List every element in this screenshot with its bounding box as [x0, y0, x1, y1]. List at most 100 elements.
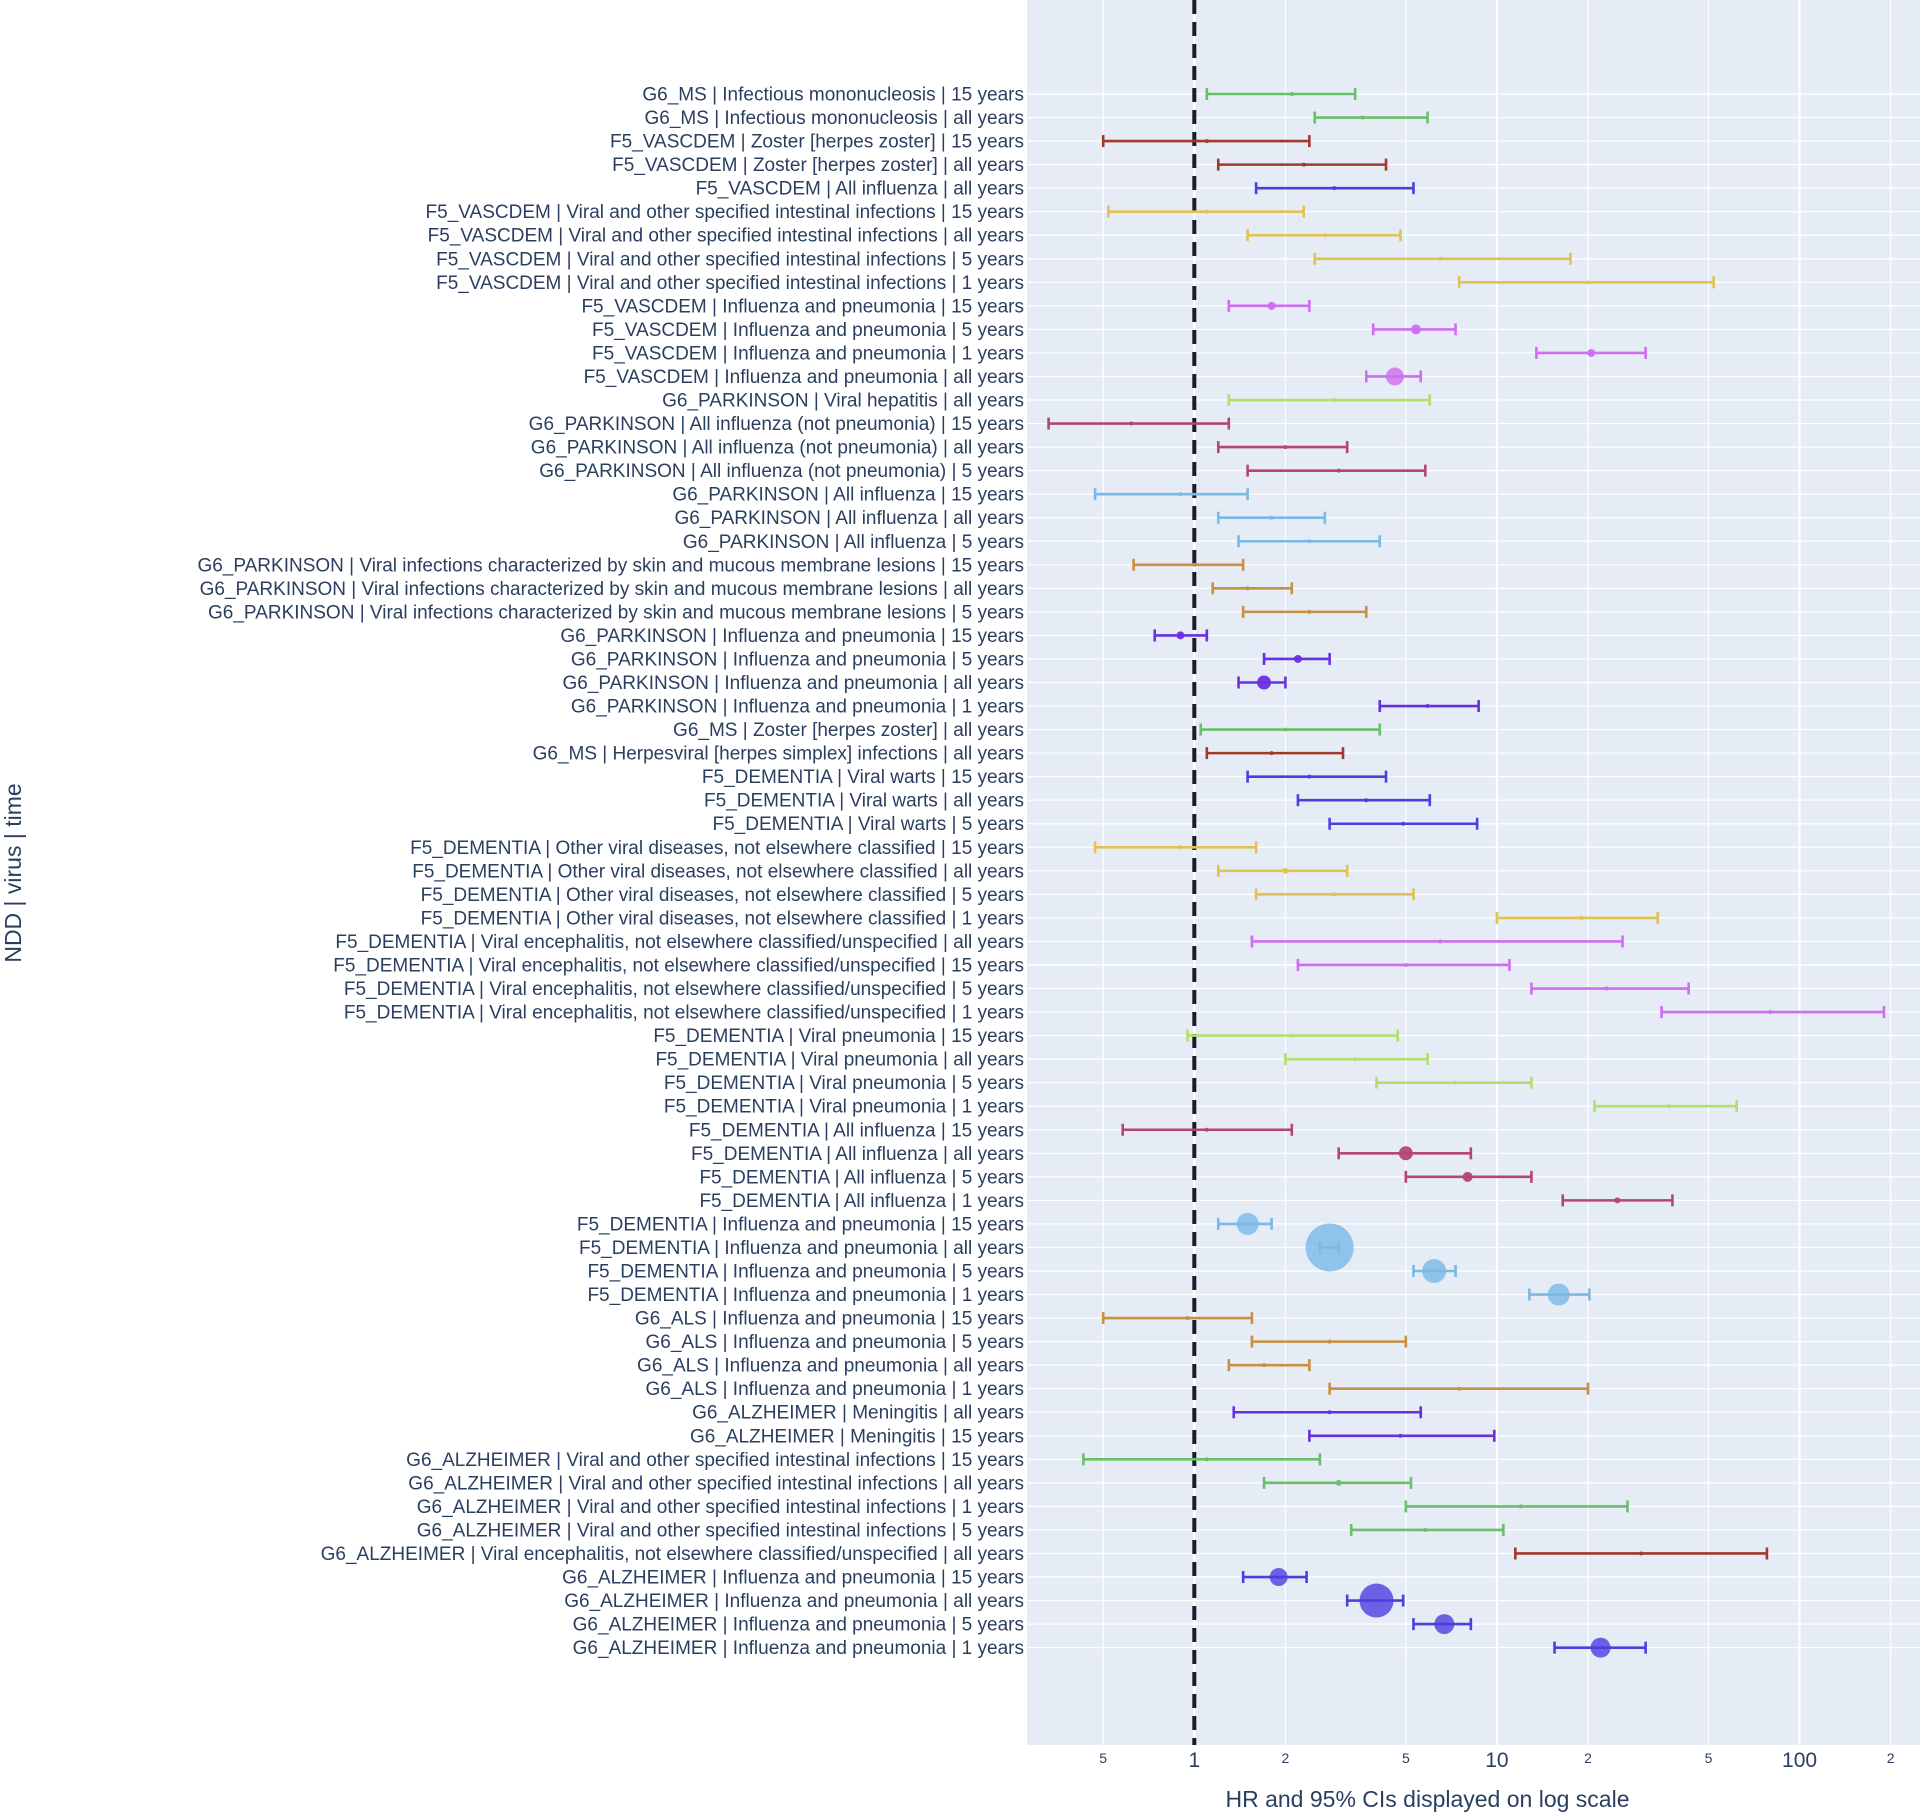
y-tick-label: F5_DEMENTIA | Other viral diseases, not … — [412, 861, 1024, 882]
hr-point — [1204, 1457, 1209, 1462]
hr-point — [1360, 115, 1365, 120]
ci-row — [1216, 158, 1388, 171]
y-tick-label: G6_PARKINSON | Influenza and pneumonia |… — [571, 649, 1024, 670]
ci-row — [1412, 1614, 1473, 1635]
y-tick-label: F5_DEMENTIA | Influenza and pneumonia | … — [587, 1285, 1024, 1306]
ci-row — [1199, 723, 1382, 736]
ci-row — [1337, 1146, 1473, 1161]
x-minor-tick-label: 5 — [1402, 1750, 1410, 1766]
y-tick-label: G6_PARKINSON | All influenza | 15 years — [672, 485, 1024, 506]
y-tick-label: F5_DEMENTIA | Viral pneumonia | all year… — [655, 1050, 1024, 1071]
hr-point — [1204, 139, 1209, 144]
ci-row — [1660, 1006, 1886, 1019]
hr-point — [1307, 609, 1312, 614]
ci-row — [1227, 1359, 1311, 1372]
y-tick-label: F5_DEMENTIA | Influenza and pneumonia | … — [579, 1238, 1024, 1259]
y-tick-label: G6_ALS | Influenza and pneumonia | 5 yea… — [645, 1332, 1024, 1353]
hr-point — [1289, 1033, 1294, 1038]
y-tick-label: G6_PARKINSON | All influenza (not pneumo… — [529, 414, 1024, 435]
ci-row — [1227, 394, 1432, 407]
y-tick-label: F5_DEMENTIA | All influenza | 5 years — [699, 1167, 1024, 1188]
ci-row — [1216, 511, 1327, 524]
y-tick-label: G6_PARKINSON | All influenza (not pneumo… — [539, 461, 1024, 482]
y-tick-label: F5_VASCDEM | Influenza and pneumonia | 1… — [581, 296, 1024, 317]
hr-point — [1283, 727, 1288, 732]
ci-row — [1535, 346, 1647, 359]
ci-row — [1237, 675, 1287, 690]
ci-row — [1593, 1100, 1739, 1113]
y-tick-label: F5_DEMENTIA | Viral pneumonia | 5 years — [664, 1073, 1024, 1094]
x-tick-label: 100 — [1782, 1749, 1817, 1772]
ci-row — [1093, 488, 1249, 501]
hr-point — [1262, 1363, 1267, 1368]
hr-point — [1176, 631, 1185, 640]
ci-row — [1328, 1382, 1590, 1395]
ci-row — [1378, 700, 1480, 713]
ci-row — [1132, 558, 1245, 571]
y-tick-label: F5_DEMENTIA | Viral encephalitis, not el… — [335, 932, 1024, 953]
hr-point — [1398, 1146, 1413, 1161]
ci-row — [1082, 1453, 1322, 1466]
y-tick-label: G6_ALS | Influenza and pneumonia | 1 yea… — [645, 1379, 1024, 1400]
hr-point — [1257, 675, 1272, 690]
hr-point — [1768, 1010, 1773, 1015]
hr-point — [1178, 845, 1183, 850]
y-tick-label: F5_VASCDEM | Zoster [herpes zoster] | al… — [612, 155, 1024, 176]
y-tick-label: G6_PARKINSON | All influenza | all years — [674, 508, 1024, 529]
y-tick-label: G6_PARKINSON | Viral infections characte… — [197, 555, 1024, 576]
hr-point — [1410, 324, 1421, 335]
hr-point — [1129, 421, 1134, 426]
y-tick-label: G6_PARKINSON | Influenza and pneumonia |… — [562, 673, 1024, 694]
hr-point — [1336, 468, 1341, 473]
ci-row — [1530, 982, 1690, 995]
y-tick-labels: G6_MS | Infectious mononucleosis | 15 ye… — [197, 85, 1024, 1660]
hr-point — [1269, 1568, 1288, 1587]
y-tick-label: G6_ALZHEIMER | Viral and other specified… — [417, 1497, 1024, 1518]
hr-point — [1385, 367, 1404, 386]
hr-point — [1322, 233, 1327, 238]
x-minor-tick-label: 5 — [1705, 1750, 1713, 1766]
ci-row — [1553, 1637, 1647, 1658]
x-minor-tick-label: 5 — [1099, 1750, 1107, 1766]
ci-row — [1254, 888, 1415, 901]
x-axis-title: HR and 95% CIs displayed on log scale — [1225, 1786, 1629, 1812]
y-tick-label: F5_DEMENTIA | All influenza | 1 years — [699, 1191, 1024, 1212]
y-tick-label: G6_MS | Infectious mononucleosis | all y… — [645, 108, 1025, 129]
y-tick-label: G6_ALZHEIMER | Viral and other specified… — [406, 1450, 1024, 1471]
y-tick-label: F5_DEMENTIA | Viral pneumonia | 15 years — [653, 1026, 1024, 1047]
ci-row — [1296, 794, 1432, 807]
y-tick-label: F5_VASCDEM | Viral and other specified i… — [436, 249, 1024, 270]
hr-point — [1307, 539, 1312, 544]
y-tick-label: F5_VASCDEM | Influenza and pneumonia | 5… — [592, 320, 1024, 341]
y-tick-label: G6_ALZHEIMER | Viral and other specified… — [408, 1473, 1024, 1494]
y-tick-label: F5_VASCDEM | Viral and other specified i… — [426, 202, 1024, 223]
y-tick-label: G6_ALS | Influenza and pneumonia | all y… — [637, 1356, 1024, 1377]
y-tick-label: G6_ALZHEIMER | Viral and other specified… — [417, 1520, 1024, 1541]
ci-row — [1308, 1429, 1496, 1442]
hr-point — [1462, 1171, 1473, 1182]
ci-row — [1205, 747, 1345, 760]
ci-row — [1404, 1170, 1533, 1183]
hr-point — [1518, 1504, 1523, 1509]
hr-point — [1327, 1339, 1332, 1344]
y-tick-label: F5_VASCDEM | Viral and other specified i… — [436, 273, 1024, 294]
ci-row — [1101, 135, 1311, 148]
ci-row — [1241, 605, 1368, 618]
plot-background — [1027, 0, 1920, 1745]
x-tick-label: 1 — [1188, 1749, 1200, 1772]
hr-point — [1335, 1479, 1342, 1486]
ci-row — [1093, 841, 1258, 854]
y-tick-label: F5_DEMENTIA | Viral warts | 5 years — [713, 814, 1025, 835]
hr-point — [1293, 654, 1302, 663]
ci-row — [1227, 299, 1311, 312]
ci-row — [1101, 1312, 1254, 1325]
ci-row — [1284, 1053, 1429, 1066]
y-tick-label: G6_MS | Herpesviral [herpes simplex] inf… — [533, 744, 1024, 765]
y-tick-label: F5_DEMENTIA | All influenza | all years — [691, 1144, 1024, 1165]
y-tick-label: G6_ALZHEIMER | Meningitis | all years — [692, 1403, 1024, 1424]
ci-row — [1313, 111, 1429, 124]
hr-point — [1547, 1283, 1570, 1306]
hr-point — [1425, 704, 1430, 709]
ci-row — [1107, 205, 1306, 218]
hr-point — [1283, 445, 1288, 450]
